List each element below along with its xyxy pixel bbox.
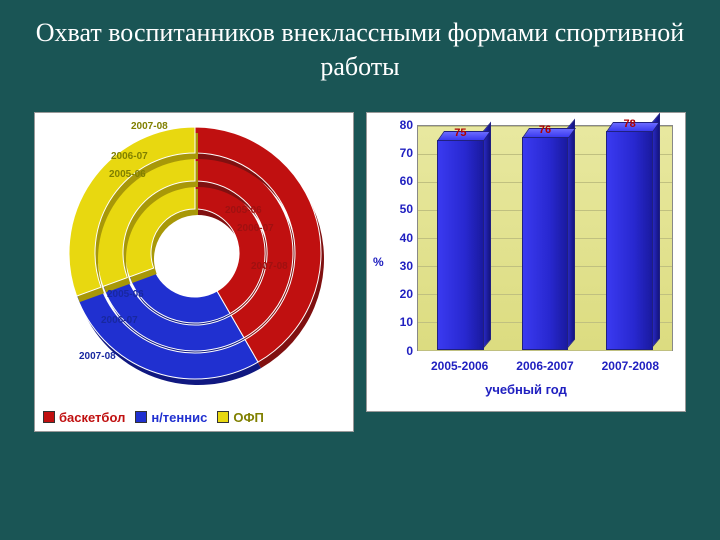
donut-chart: 2007-08 2006-07 2005-06 2005-06 2006-07 2007-…: [35, 113, 353, 391]
page-title: Охват воспитанников внеклассными формами…: [0, 0, 720, 92]
y-tick-label: 30: [400, 259, 413, 273]
y-tick-label: 40: [400, 231, 413, 245]
legend-swatch: [43, 411, 55, 423]
donut-ring-label: 2005-06: [109, 169, 146, 180]
legend-label: ОФП: [233, 410, 264, 425]
bar-chart-panel: % 01020304050607080 757678 2005-20062006…: [366, 112, 686, 412]
donut-ring-label: 2007-08: [79, 351, 116, 362]
y-tick-label: 60: [400, 174, 413, 188]
donut-ring-label: 2006-07: [237, 223, 274, 234]
donut-ring-label: 2007-08: [131, 121, 168, 132]
bar-side: [483, 121, 491, 349]
x-tick-label: 2005-2006: [417, 359, 502, 373]
y-tick-label: 20: [400, 287, 413, 301]
legend-item: н/теннис: [135, 410, 207, 425]
bar-side: [652, 113, 660, 349]
y-tick-label: 70: [400, 146, 413, 160]
y-tick-label: 0: [406, 344, 413, 358]
x-tick-label: 2006-2007: [502, 359, 587, 373]
legend-item: баскетбол: [43, 410, 125, 425]
legend-label: баскетбол: [59, 410, 125, 425]
y-tick-label: 10: [400, 315, 413, 329]
x-axis-title: учебный год: [367, 382, 685, 397]
grid-line: [418, 350, 672, 351]
legend-label: н/теннис: [151, 410, 207, 425]
donut-ring-label: 2005-06: [107, 289, 144, 300]
legend-item: ОФП: [217, 410, 264, 425]
donut-ring-label: 2005-06: [225, 205, 262, 216]
bar-chart: % 01020304050607080 757678 2005-20062006…: [367, 113, 685, 411]
x-tick-label: 2007-2008: [588, 359, 673, 373]
donut-chart-panel: 2007-08 2006-07 2005-06 2005-06 2006-07 2007-…: [34, 112, 354, 432]
bar-value-label: 75: [454, 127, 466, 139]
bar-value-label: 78: [624, 118, 636, 130]
donut-ring-label: 2006-07: [111, 151, 148, 162]
bar-value-label: 76: [539, 124, 551, 136]
legend-swatch: [217, 411, 229, 423]
legend-swatch: [135, 411, 147, 423]
bar: 78: [606, 131, 653, 349]
donut-ring-label: 2007-08: [251, 261, 288, 272]
charts-row: 2007-08 2006-07 2005-06 2005-06 2006-07 2007-…: [0, 92, 720, 432]
bar-side: [567, 118, 575, 348]
donut-ring-label: 2006-07: [101, 315, 138, 326]
bar: 76: [522, 137, 569, 350]
donut-legend: баскетбол н/теннис ОФП: [43, 410, 264, 425]
y-tick-label: 50: [400, 202, 413, 216]
y-tick-label: 80: [400, 118, 413, 132]
bar: 75: [437, 140, 484, 350]
y-axis-label: %: [373, 255, 384, 269]
